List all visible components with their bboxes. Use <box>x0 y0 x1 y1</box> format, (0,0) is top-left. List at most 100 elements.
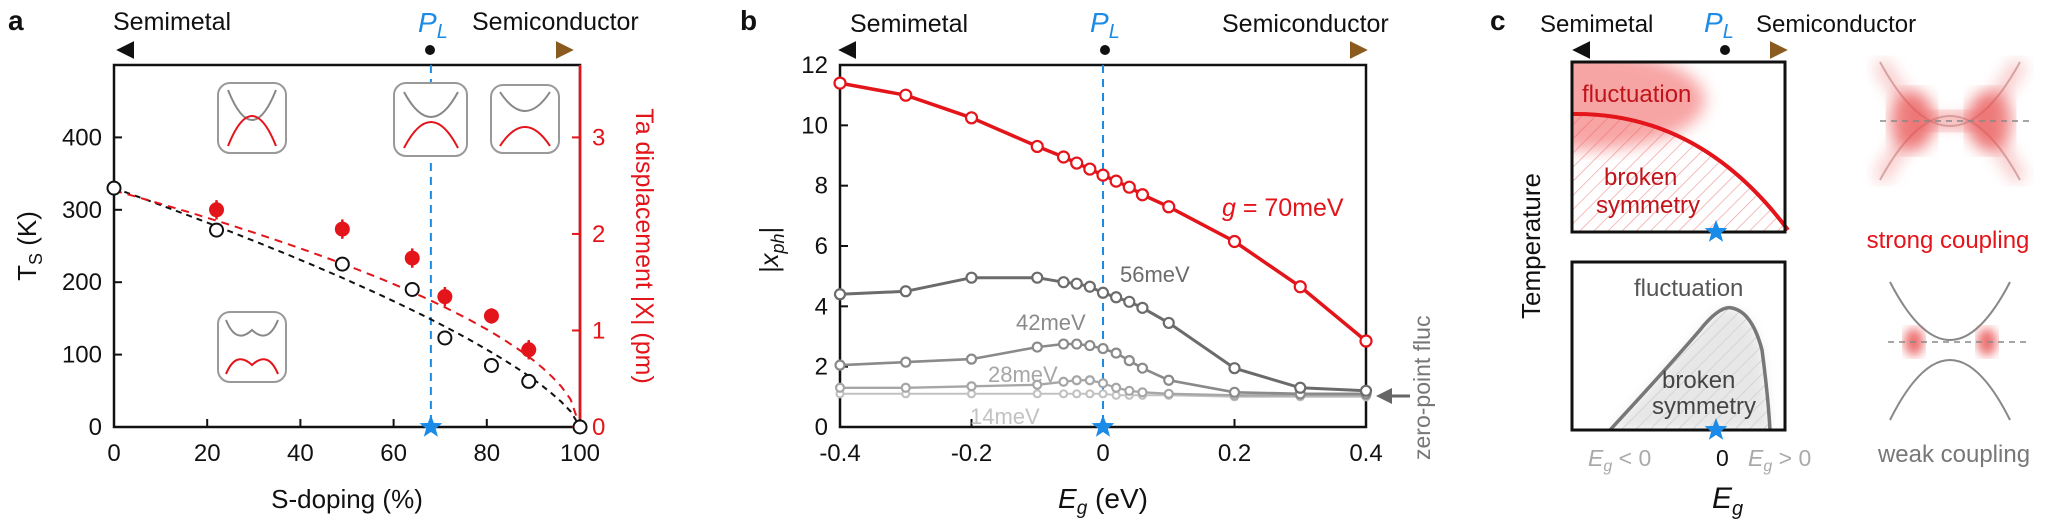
panel-c: c Semimetal Semiconductor PL Temperature… <box>1490 5 2030 520</box>
series-point-3 <box>1058 376 1069 387</box>
series-point-0 <box>1096 168 1110 182</box>
data-point-displacement-a <box>521 342 537 358</box>
series-point-3 <box>1097 378 1109 389</box>
weak-coupling-diagram <box>1888 281 2028 421</box>
series-point-3 <box>1137 387 1148 398</box>
y-axis-label-right-a: Ta displacement |X| (pm) <box>630 108 658 384</box>
band-inset-1 <box>217 82 287 154</box>
series-point-3 <box>966 381 977 392</box>
data-point-ts-a <box>404 281 420 297</box>
plot-frame-b <box>838 63 1368 429</box>
zero-point-label: zero-point fluc <box>1409 316 1435 460</box>
y-axis-label-left-a: TS (K) <box>12 211 46 281</box>
x-tick-label-a: 100 <box>560 440 600 467</box>
series-point-1 <box>1070 277 1083 290</box>
x-axis-label-a: S-doping (%) <box>271 484 423 514</box>
band-inset-2 <box>393 82 468 157</box>
x-tick-label-a: 40 <box>287 440 314 467</box>
series-point-1 <box>1228 362 1241 375</box>
data-point-ts-a <box>437 330 453 346</box>
series-point-2 <box>1084 339 1096 352</box>
series-point-2 <box>1071 338 1083 350</box>
series-group-b <box>833 76 1373 402</box>
semiconductor-label-b: Semiconductor <box>1222 10 1389 38</box>
y-tick-label-b: 6 <box>815 233 828 260</box>
x-tick-label-b: 0.2 <box>1218 440 1251 467</box>
series-point-2 <box>1057 338 1070 350</box>
x-tick-label-b: -0.4 <box>819 440 860 467</box>
series-point-2 <box>965 353 978 365</box>
y-tick-label-b: 4 <box>815 293 828 320</box>
data-point-displacement-a <box>437 289 453 305</box>
panel-letter-c: c <box>1490 5 1506 36</box>
series-point-3 <box>1124 385 1135 396</box>
data-point-displacement-a <box>334 221 350 237</box>
series-label-56meV: 56meV <box>1120 262 1190 287</box>
series-point-2 <box>900 356 912 368</box>
y-tick-label-left-a: 200 <box>62 269 102 296</box>
x-tick-label-a: 0 <box>107 440 120 467</box>
eg-zero-label: 0 <box>1716 445 1729 471</box>
data-point-ts-a <box>572 419 588 435</box>
series-point-1 <box>833 288 847 301</box>
band-inset-3 <box>490 84 560 154</box>
series-point-2 <box>1123 355 1135 367</box>
series-point-0 <box>1122 180 1136 194</box>
series-point-2 <box>1163 374 1175 386</box>
eg-lt0-label: Eg < 0 <box>1588 445 1651 475</box>
series-point-1 <box>1294 381 1307 394</box>
semiconductor-label-a: Semiconductor <box>472 8 639 36</box>
y-tick-label-right-a: 3 <box>592 124 605 151</box>
series-point-1 <box>965 271 978 284</box>
x-axis-label-b: Eg (eV) <box>1058 483 1148 519</box>
y-tick-label-left-a: 0 <box>89 414 102 441</box>
data-point-ts-a <box>483 357 499 373</box>
series-point-0 <box>1162 200 1176 214</box>
series-point-1 <box>1110 291 1123 304</box>
series-point-1 <box>1359 384 1373 397</box>
series-point-0 <box>1083 162 1097 176</box>
pl-dot-b <box>1100 45 1110 55</box>
data-point-ts-a <box>209 222 225 238</box>
pl-star-c-bottom <box>1704 418 1728 440</box>
series-point-1 <box>1162 316 1175 330</box>
series-point-4 <box>1085 389 1095 399</box>
semimetal-label-b: Semimetal <box>850 10 968 38</box>
series-point-1 <box>1096 286 1110 299</box>
series-point-0 <box>1030 139 1044 154</box>
series-point-0 <box>1359 334 1373 348</box>
phase-boundary-strong <box>1571 111 1790 232</box>
fluctuation-label-bottom: fluctuation <box>1634 275 1743 302</box>
pl-star-c-top <box>1704 220 1728 242</box>
phase-boundary-weak <box>1608 305 1772 432</box>
series-point-1 <box>1083 280 1096 293</box>
series-point-2 <box>1228 386 1241 398</box>
y-tick-label-b: 12 <box>801 52 828 79</box>
data-point-displacement-a <box>209 202 225 218</box>
pl-label-a: PL <box>418 7 448 43</box>
series-label-70meV: g = 70meV <box>1222 194 1344 222</box>
series-point-0 <box>1070 156 1084 170</box>
series-point-4 <box>1058 389 1069 399</box>
y-tick-label-left-a: 100 <box>62 342 102 369</box>
series-label-42meV: 42meV <box>1016 310 1086 335</box>
band-inset-4 <box>217 311 287 383</box>
series-point-3 <box>1071 375 1082 386</box>
broken-label-top-1: broken <box>1604 164 1677 191</box>
series-point-2 <box>834 359 846 371</box>
panel-b: b Semimetal Semiconductor PL -0.4 -0.2 0 0.… <box>740 5 1435 519</box>
zero-point-arrow-head <box>1376 388 1392 404</box>
series-point-0 <box>899 88 913 102</box>
semimetal-label-a: Semimetal <box>113 8 231 36</box>
series-point-2 <box>1031 341 1043 353</box>
semimetal-label-c: Semimetal <box>1540 11 1653 38</box>
data-point-ts-a <box>334 256 350 272</box>
x-tick-label-a: 60 <box>380 440 407 467</box>
series-point-1 <box>1031 271 1044 284</box>
panel-letter-b: b <box>740 5 757 36</box>
series-point-3 <box>1084 375 1095 386</box>
broken-label-top-2: symmetry <box>1596 192 1700 219</box>
series-point-3 <box>834 382 846 393</box>
series-point-0 <box>1293 280 1307 294</box>
series-point-1 <box>899 285 912 298</box>
